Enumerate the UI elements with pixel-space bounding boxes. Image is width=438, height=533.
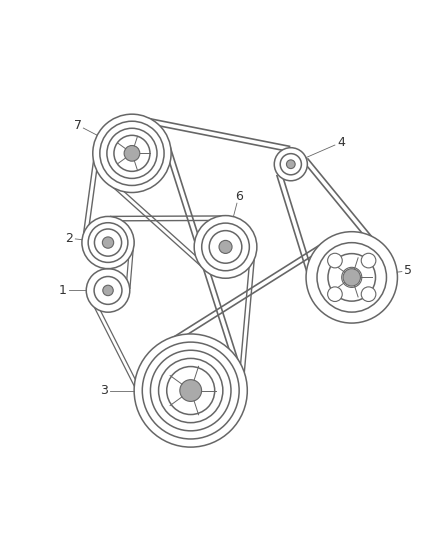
Circle shape bbox=[274, 148, 307, 181]
Circle shape bbox=[102, 237, 114, 248]
Circle shape bbox=[328, 287, 342, 302]
Circle shape bbox=[306, 232, 397, 323]
Circle shape bbox=[134, 334, 247, 447]
Text: 5: 5 bbox=[404, 264, 412, 277]
Circle shape bbox=[180, 379, 201, 401]
Text: 7: 7 bbox=[74, 118, 81, 132]
Circle shape bbox=[219, 240, 232, 254]
Text: 2: 2 bbox=[65, 232, 73, 245]
Circle shape bbox=[328, 253, 342, 268]
Circle shape bbox=[86, 269, 130, 312]
Text: 4: 4 bbox=[337, 136, 345, 149]
Text: 1: 1 bbox=[58, 284, 66, 297]
Circle shape bbox=[361, 287, 376, 302]
Text: 6: 6 bbox=[235, 190, 243, 204]
Circle shape bbox=[124, 146, 140, 161]
Circle shape bbox=[93, 114, 171, 192]
Circle shape bbox=[286, 160, 295, 168]
Circle shape bbox=[343, 269, 360, 286]
Circle shape bbox=[194, 215, 257, 278]
Circle shape bbox=[103, 285, 113, 296]
Circle shape bbox=[82, 216, 134, 269]
Circle shape bbox=[361, 253, 376, 268]
Text: 3: 3 bbox=[100, 384, 108, 397]
